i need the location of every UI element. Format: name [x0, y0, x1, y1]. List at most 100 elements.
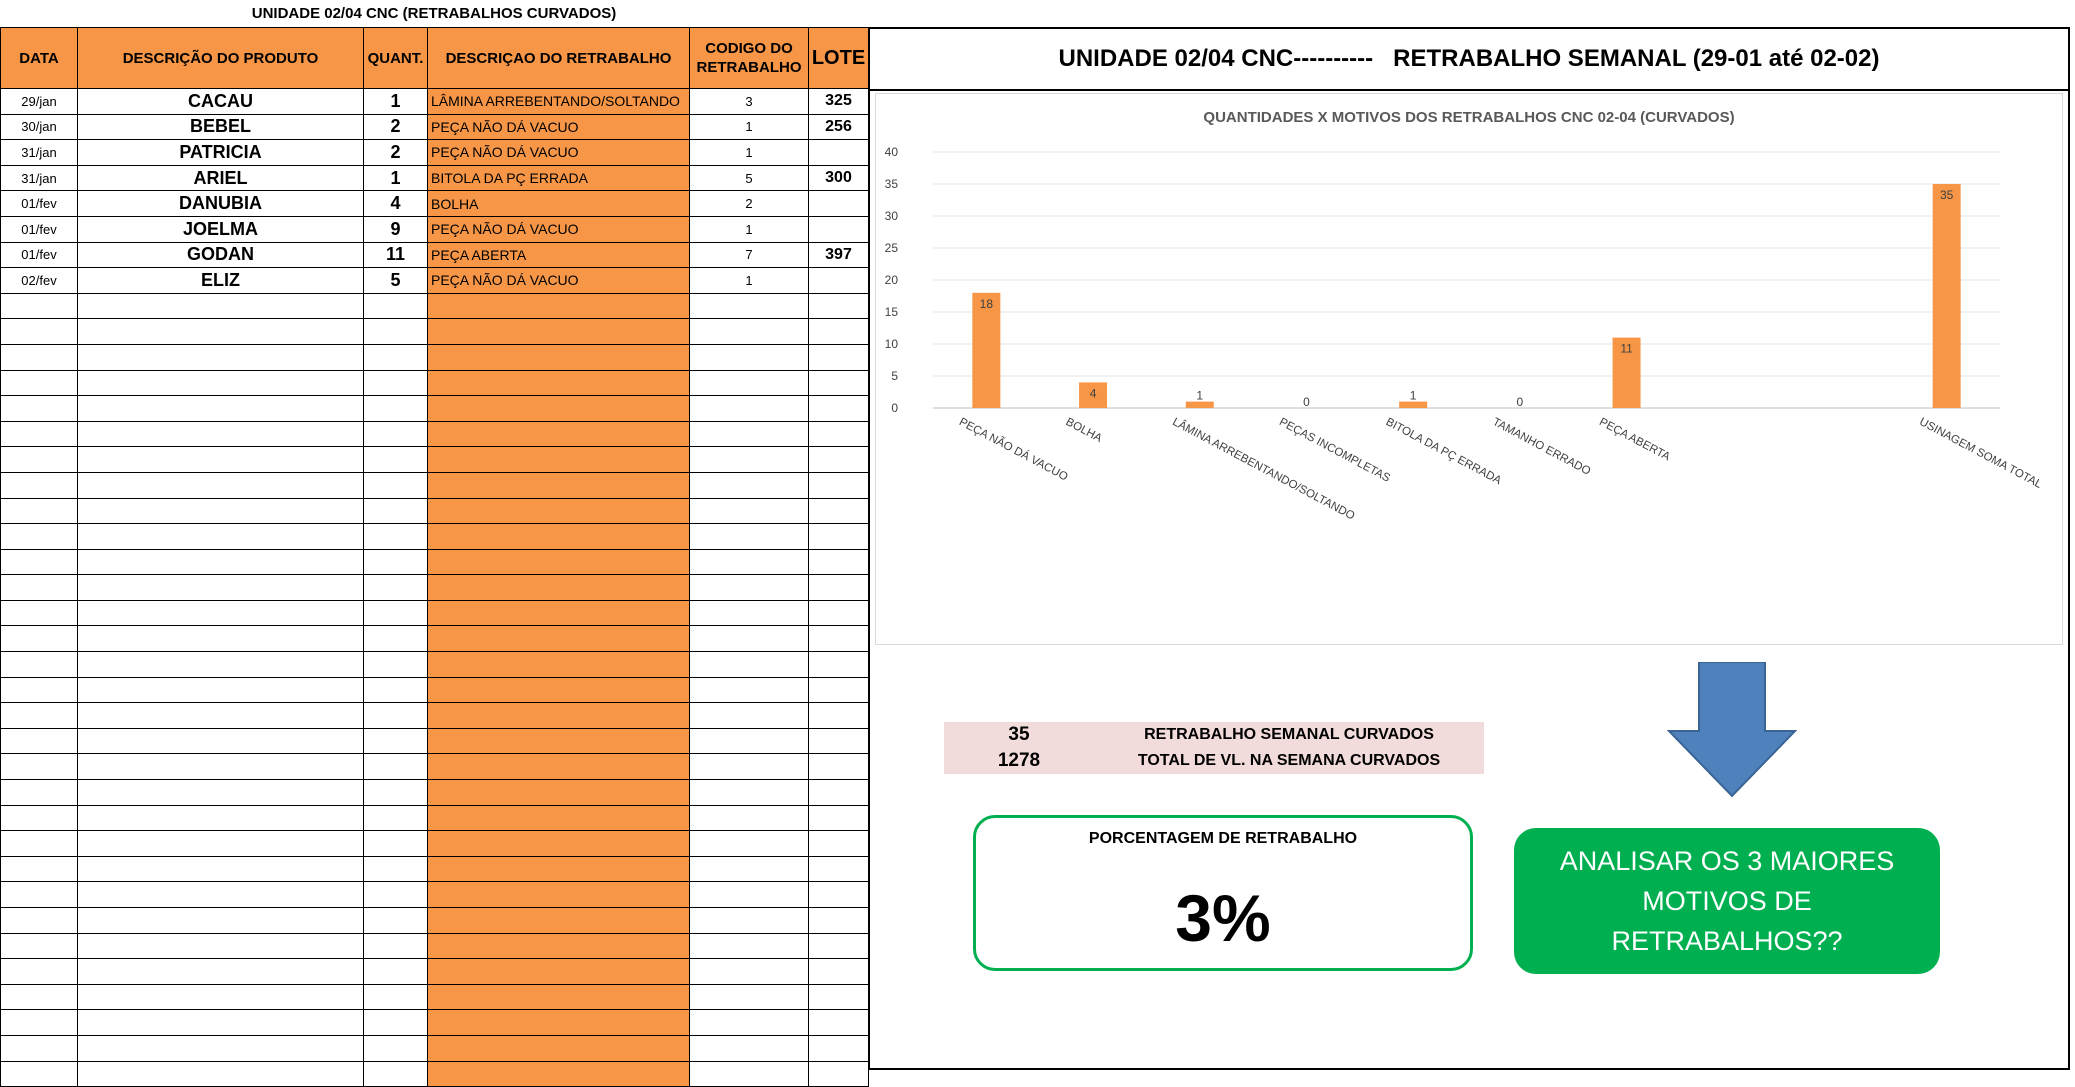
cell-quantity[interactable]: 5 [363, 267, 428, 294]
cell-product[interactable] [77, 395, 364, 422]
cell-date[interactable] [0, 369, 78, 397]
cell-rework-description[interactable] [427, 395, 690, 422]
cell-quantity[interactable] [363, 983, 428, 1011]
cell-date[interactable]: 31/jan [0, 139, 78, 166]
cell-quantity[interactable]: 1 [363, 164, 428, 192]
cell-product[interactable] [77, 907, 364, 934]
rework-chart[interactable]: QUANTIDADES X MOTIVOS DOS RETRABALHOS CN… [875, 93, 2063, 645]
cell-rework-code[interactable] [689, 574, 809, 601]
cell-lot[interactable] [808, 676, 869, 704]
cell-date[interactable] [0, 753, 78, 781]
cell-product[interactable]: DANUBIA [77, 190, 364, 217]
cell-date[interactable] [0, 471, 78, 499]
cell-rework-description[interactable] [427, 471, 690, 499]
cell-rework-code[interactable]: 1 [689, 139, 809, 166]
cell-rework-description[interactable] [427, 651, 690, 678]
cell-date[interactable] [0, 574, 78, 601]
cell-quantity[interactable] [363, 420, 428, 448]
cell-product[interactable]: ELIZ [77, 267, 364, 294]
cell-rework-description[interactable]: PEÇA NÃO DÁ VACUO [427, 113, 690, 141]
cell-date[interactable]: 30/jan [0, 113, 78, 141]
cell-lot[interactable]: 325 [808, 88, 869, 115]
cell-product[interactable] [77, 1009, 364, 1036]
cell-rework-code[interactable] [689, 1034, 809, 1062]
cell-rework-code[interactable] [689, 779, 809, 806]
total-label[interactable]: TOTAL DE VL. NA SEMANA CURVADOS [1137, 752, 1441, 769]
cell-rework-code[interactable] [689, 318, 809, 345]
cell-rework-code[interactable] [689, 625, 809, 653]
cell-quantity[interactable] [363, 855, 428, 883]
cell-product[interactable] [77, 446, 364, 473]
cell-rework-description[interactable] [427, 1060, 690, 1087]
cell-rework-code[interactable]: 5 [689, 164, 809, 192]
cell-date[interactable] [0, 727, 78, 755]
cell-date[interactable] [0, 420, 78, 448]
cell-lot[interactable]: 300 [808, 164, 869, 192]
cell-product[interactable] [77, 983, 364, 1011]
cell-rework-code[interactable] [689, 446, 809, 473]
cell-quantity[interactable] [363, 497, 428, 525]
cell-rework-code[interactable] [689, 1009, 809, 1036]
cell-quantity[interactable] [363, 651, 428, 678]
cell-rework-description[interactable] [427, 548, 690, 576]
cell-date[interactable] [0, 625, 78, 653]
cell-quantity[interactable]: 9 [363, 215, 428, 243]
cell-lot[interactable] [808, 574, 869, 601]
cell-rework-code[interactable]: 3 [689, 88, 809, 115]
cell-rework-code[interactable] [689, 907, 809, 934]
cell-date[interactable] [0, 676, 78, 704]
cell-lot[interactable] [808, 343, 869, 371]
cell-date[interactable] [0, 907, 78, 934]
cell-product[interactable] [77, 1034, 364, 1062]
cell-rework-code[interactable] [689, 855, 809, 883]
cell-rework-description[interactable] [427, 881, 690, 908]
analyze-callout-button[interactable]: ANALISAR OS 3 MAIORES MOTIVOS DE RETRABA… [1514, 828, 1940, 974]
weekly-rework-label[interactable]: RETRABALHO SEMANAL CURVADOS [1144, 726, 1434, 743]
cell-date[interactable] [0, 881, 78, 908]
cell-rework-code[interactable] [689, 599, 809, 627]
cell-product[interactable]: GODAN [77, 241, 364, 269]
cell-lot[interactable] [808, 1034, 869, 1062]
cell-rework-code[interactable] [689, 753, 809, 781]
cell-date[interactable] [0, 446, 78, 473]
cell-quantity[interactable] [363, 779, 428, 806]
cell-product[interactable] [77, 651, 364, 678]
cell-quantity[interactable] [363, 907, 428, 934]
cell-rework-code[interactable]: 1 [689, 215, 809, 243]
cell-date[interactable] [0, 599, 78, 627]
cell-product[interactable] [77, 523, 364, 550]
cell-rework-description[interactable] [427, 446, 690, 473]
cell-date[interactable] [0, 395, 78, 422]
cell-rework-description[interactable] [427, 625, 690, 653]
cell-quantity[interactable] [363, 881, 428, 908]
cell-product[interactable] [77, 471, 364, 499]
cell-product[interactable] [77, 548, 364, 576]
cell-rework-code[interactable]: 7 [689, 241, 809, 269]
cell-product[interactable] [77, 369, 364, 397]
cell-date[interactable]: 01/fev [0, 241, 78, 269]
cell-product[interactable] [77, 958, 364, 985]
cell-quantity[interactable]: 11 [363, 241, 428, 269]
cell-date[interactable] [0, 1034, 78, 1062]
cell-lot[interactable] [808, 318, 869, 345]
cell-rework-description[interactable]: PEÇA NÃO DÁ VACUO [427, 267, 690, 294]
cell-rework-code[interactable]: 1 [689, 113, 809, 141]
cell-date[interactable] [0, 983, 78, 1011]
cell-rework-description[interactable]: BOLHA [427, 190, 690, 217]
cell-date[interactable] [0, 1009, 78, 1036]
cell-quantity[interactable] [363, 548, 428, 576]
cell-quantity[interactable] [363, 625, 428, 653]
cell-rework-description[interactable] [427, 983, 690, 1011]
cell-date[interactable] [0, 343, 78, 371]
cell-lot[interactable] [808, 779, 869, 806]
cell-quantity[interactable]: 2 [363, 139, 428, 166]
cell-date[interactable]: 01/fev [0, 215, 78, 243]
cell-lot[interactable] [808, 497, 869, 525]
header-lot[interactable]: LOTE [808, 27, 869, 89]
cell-rework-description[interactable]: LÂMINA ARREBENTANDO/SOLTANDO [427, 88, 690, 115]
cell-quantity[interactable] [363, 676, 428, 704]
cell-lot[interactable] [808, 267, 869, 294]
cell-rework-description[interactable] [427, 753, 690, 781]
cell-rework-code[interactable] [689, 523, 809, 550]
cell-product[interactable] [77, 855, 364, 883]
